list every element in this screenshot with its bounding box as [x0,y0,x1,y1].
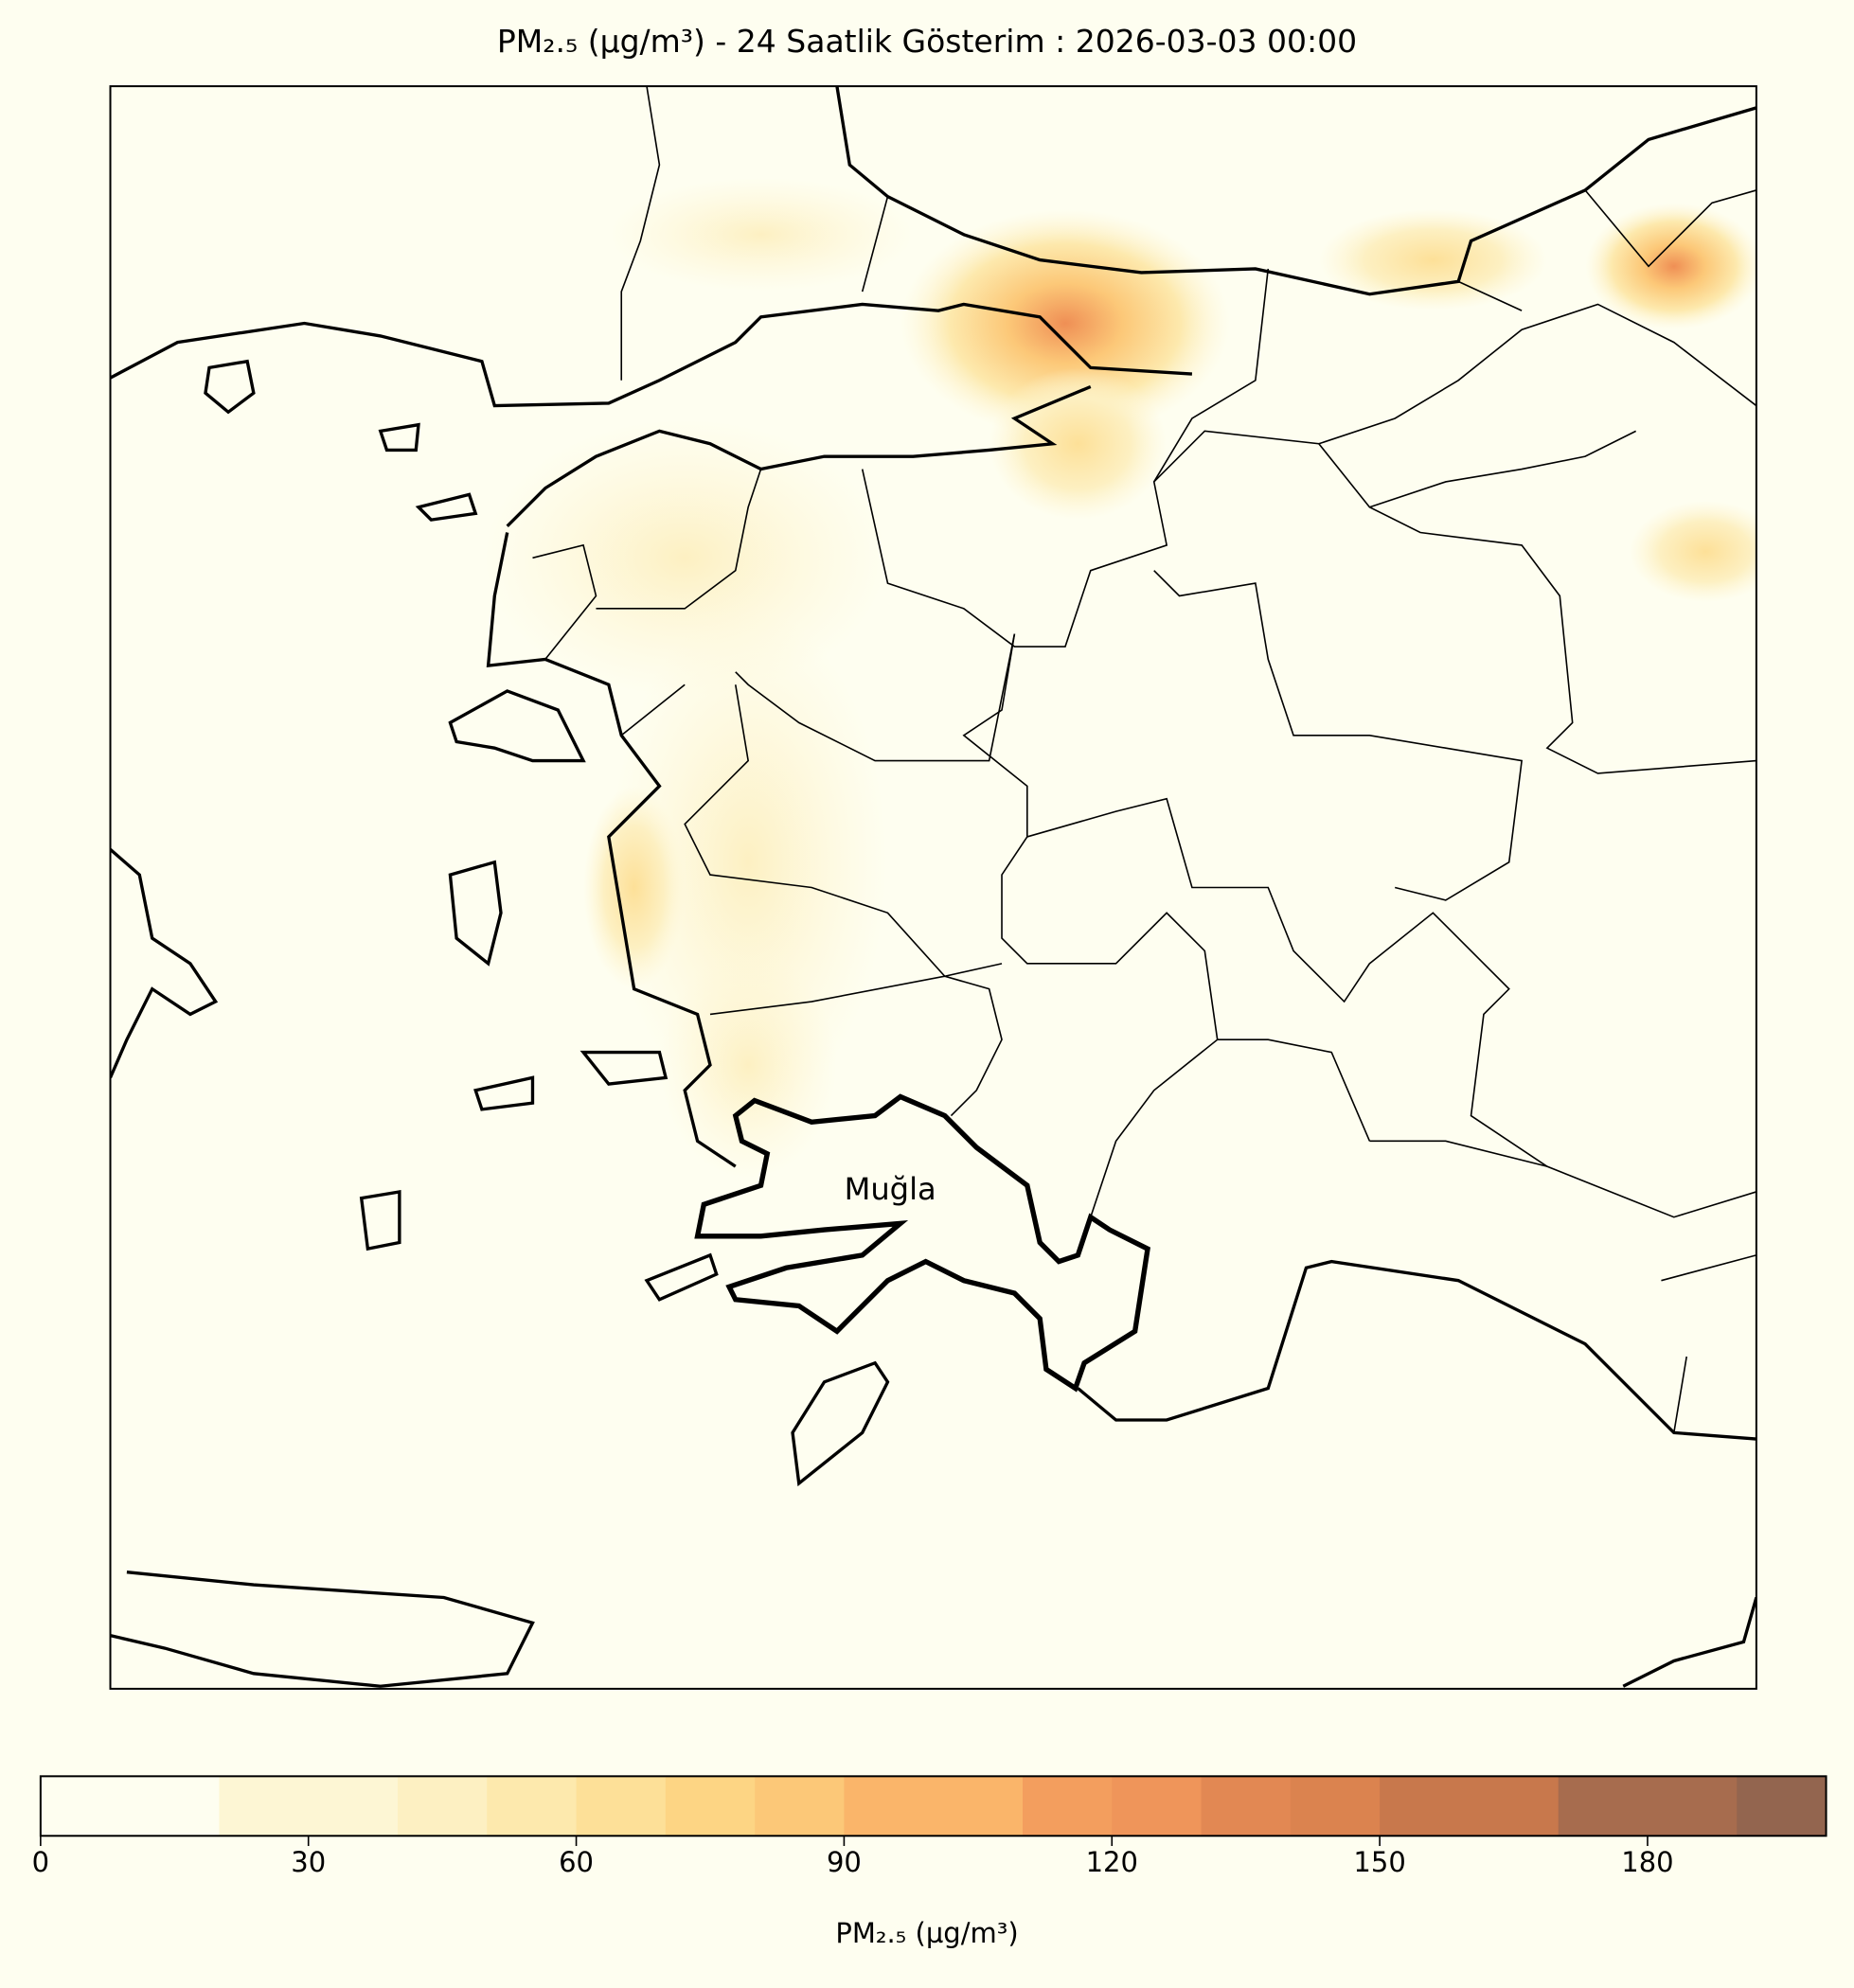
pollution-hotspot-kocaeli [989,367,1168,521]
colorbar-segment [1380,1776,1560,1837]
colorbar-segment [1201,1776,1292,1837]
province-borders [532,86,1756,1433]
mediterranean-coast [1077,1259,1756,1441]
island-5 [359,1189,401,1251]
pollution-band-izmir [583,786,686,989]
greece-coast [110,848,219,1079]
thrace-coast [110,302,1193,408]
anatolia-marmara-coast [506,384,1092,527]
colorbar-segment [397,1776,488,1837]
mugla-label: Muğla [845,1171,936,1207]
aegean-coast [486,532,737,1168]
colorbar-tick-label: 0 [31,1846,50,1878]
colorbar-tick-label: 60 [559,1846,594,1878]
mugla-province-outline [694,1093,1150,1393]
colorbar-tick-label: 120 [1085,1846,1138,1878]
cyprus-coast [1622,1597,1756,1688]
island-2 [378,422,420,453]
colorbar-segment [576,1776,667,1837]
colorbar-segment [755,1776,846,1837]
colorbar-segment [1290,1776,1381,1837]
island-3 [415,492,478,522]
colorbar-tick-label: 180 [1621,1846,1674,1878]
colorbar-segment [1112,1776,1203,1837]
pollution-band-thrace [608,177,914,293]
rhodes-coast [791,1360,890,1487]
colorbar-tick-label: 90 [826,1846,862,1878]
colorbar-segment [219,1776,399,1837]
colorbar-segment [1737,1776,1827,1837]
pollution-hotspot-east [1629,501,1756,603]
pollution-band-aydin [659,950,837,1180]
colorbar-frame [39,1775,1827,1837]
colorbar-segment [1022,1776,1113,1837]
colorbar-segment [487,1776,578,1837]
pollution-field [481,177,1756,1180]
pollution-hotspot-istanbul [900,208,1231,438]
map-frame [109,85,1757,1690]
island-6 [644,1252,719,1302]
colorbar-segment [665,1776,756,1837]
map-title: PM₂.₅ (µg/m³) - 24 Saatlik Gösterim : 20… [496,23,1358,60]
colorbar-segment [1558,1776,1738,1837]
colorbar-segment [844,1776,1024,1837]
colorbar-segment [40,1776,221,1837]
chios-coast [448,860,503,967]
colorbar-tick-label: 150 [1353,1846,1406,1878]
pollution-band-aegean [608,608,888,1116]
lesbos-coast [448,689,586,763]
pollution-hotspot-black-sea-1 [1318,208,1547,311]
colorbar-label: PM₂.₅ (µg/m³) [835,1917,1019,1949]
colorbar [40,1776,1827,1837]
island-1 [204,359,256,415]
pollution-hotspot-black-sea-2 [1585,203,1756,330]
crete-coast [110,1571,535,1688]
island-7 [473,1075,535,1111]
island-4 [579,1050,669,1086]
colorbar-tick-label: 30 [291,1846,327,1878]
